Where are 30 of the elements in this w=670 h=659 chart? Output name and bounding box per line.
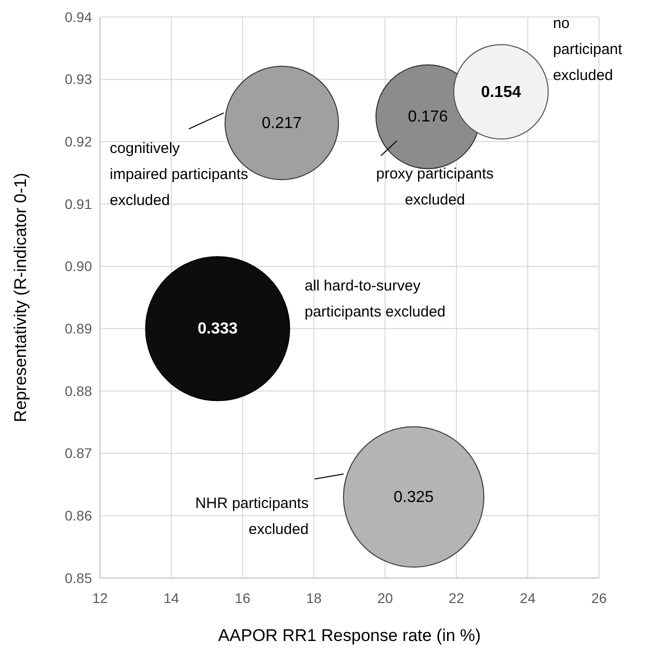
x-tick-label: 14 <box>163 590 180 606</box>
x-tick-label: 26 <box>591 590 607 606</box>
annotation: NHR participants excluded <box>195 494 309 538</box>
x-tick-label: 12 <box>92 590 108 606</box>
y-tick-label: 0.93 <box>64 71 92 88</box>
x-tick-label: 16 <box>234 590 251 606</box>
annotation: proxy participants excluded <box>376 166 494 209</box>
y-tick-label: 0.89 <box>64 320 92 337</box>
annotation: cognitively impaired participants excluded <box>110 140 248 209</box>
x-axis-title: AAPOR RR1 Response rate (in %) <box>218 626 481 645</box>
y-tick-label: 0.92 <box>64 134 92 150</box>
annotation: 0.325 <box>394 488 434 506</box>
y-tick-label: 0.85 <box>64 570 92 586</box>
annotation: all hard-to-survey participants excluded <box>304 278 446 321</box>
x-tick-label: 22 <box>448 590 464 606</box>
y-axis-title: Representativity (R-indicator 0-1) <box>11 172 30 422</box>
x-tick-label: 20 <box>377 590 394 606</box>
y-tick-label: 0.88 <box>64 382 92 399</box>
annotation: 0.154 <box>480 84 522 101</box>
annotation: 0.333 <box>198 320 238 338</box>
y-tick-label: 0.86 <box>64 508 92 524</box>
y-tick-label: 0.90 <box>64 258 92 274</box>
y-tick-label: 0.87 <box>64 445 92 462</box>
x-tick-label: 18 <box>306 590 322 606</box>
y-tick-label: 0.94 <box>64 8 92 25</box>
annotation: 0.217 <box>262 114 302 132</box>
y-tick-label: 0.91 <box>64 196 92 212</box>
annotation: no participant excluded <box>552 14 624 84</box>
x-tick-label: 24 <box>520 590 536 606</box>
annotation: 0.176 <box>408 108 448 126</box>
